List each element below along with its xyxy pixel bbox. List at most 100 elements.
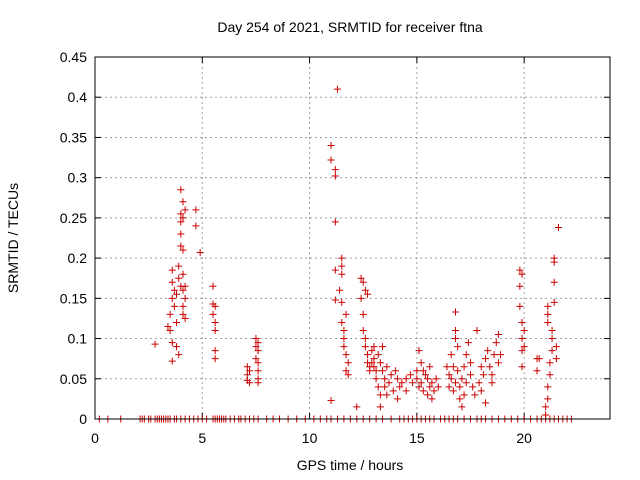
data-point bbox=[546, 371, 554, 379]
data-point bbox=[376, 359, 384, 367]
data-point bbox=[370, 355, 378, 363]
data-point bbox=[359, 327, 367, 335]
data-point bbox=[413, 375, 421, 383]
data-point bbox=[445, 371, 453, 379]
data-point bbox=[552, 343, 560, 351]
data-point bbox=[402, 375, 410, 383]
data-point bbox=[368, 359, 376, 367]
data-point bbox=[544, 395, 552, 403]
data-point bbox=[327, 156, 335, 164]
data-point bbox=[181, 294, 189, 302]
data-point bbox=[327, 141, 335, 149]
data-point bbox=[391, 367, 399, 375]
data-point bbox=[181, 314, 189, 322]
y-tick-label: 0.3 bbox=[68, 170, 88, 186]
data-point bbox=[173, 318, 181, 326]
data-point bbox=[550, 298, 558, 306]
data-point bbox=[252, 355, 260, 363]
data-point bbox=[359, 310, 367, 318]
data-point bbox=[372, 375, 380, 383]
data-point bbox=[421, 371, 429, 379]
data-point bbox=[344, 359, 352, 367]
data-point bbox=[479, 371, 487, 379]
grid-lines bbox=[95, 57, 610, 419]
data-point bbox=[447, 375, 455, 383]
data-point bbox=[179, 270, 187, 278]
data-point bbox=[338, 298, 346, 306]
data-point bbox=[374, 351, 382, 359]
data-point bbox=[179, 246, 187, 254]
data-point bbox=[447, 351, 455, 359]
data-point bbox=[338, 270, 346, 278]
data-point bbox=[179, 198, 187, 206]
data-point bbox=[340, 343, 348, 351]
y-axis-label: SRMTID / TECUs bbox=[5, 183, 21, 293]
data-point bbox=[192, 222, 200, 230]
y-tick-label: 0.2 bbox=[68, 250, 88, 266]
data-point bbox=[417, 359, 425, 367]
data-point bbox=[406, 371, 414, 379]
data-point bbox=[482, 399, 490, 407]
data-point bbox=[546, 359, 554, 367]
data-point bbox=[336, 286, 344, 294]
y-tick-label: 0.15 bbox=[60, 290, 87, 306]
data-point bbox=[544, 302, 552, 310]
data-point bbox=[533, 367, 541, 375]
data-point bbox=[417, 379, 425, 387]
data-point bbox=[331, 296, 339, 304]
y-tick-label: 0.05 bbox=[60, 371, 87, 387]
data-point bbox=[452, 308, 459, 316]
data-point bbox=[383, 391, 391, 399]
data-point bbox=[467, 359, 475, 367]
x-tick-label: 20 bbox=[516, 430, 532, 446]
data-point bbox=[542, 411, 550, 419]
data-point bbox=[370, 343, 378, 351]
data-point bbox=[168, 339, 176, 347]
axis-ticks bbox=[94, 56, 610, 420]
data-point bbox=[357, 274, 365, 282]
data-point bbox=[518, 363, 526, 371]
data-point bbox=[151, 340, 159, 348]
data-point bbox=[211, 318, 219, 326]
data-point bbox=[379, 367, 387, 375]
data-point bbox=[168, 294, 176, 302]
data-point bbox=[381, 375, 389, 383]
data-point bbox=[402, 387, 410, 395]
data-point bbox=[434, 383, 442, 391]
data-point bbox=[456, 383, 464, 391]
data-point bbox=[488, 371, 496, 379]
data-point bbox=[462, 379, 470, 387]
data-point bbox=[370, 363, 378, 371]
data-point bbox=[544, 310, 552, 318]
y-tick-label: 0.1 bbox=[68, 331, 88, 347]
data-point bbox=[419, 367, 427, 375]
data-point bbox=[473, 327, 481, 335]
y-tick-label: 0.25 bbox=[60, 210, 87, 226]
data-point bbox=[492, 339, 500, 347]
data-point bbox=[477, 363, 485, 371]
x-tick-label: 15 bbox=[409, 430, 425, 446]
data-point bbox=[177, 210, 185, 218]
data-point bbox=[177, 242, 185, 250]
data-point bbox=[467, 371, 475, 379]
y-tick-label: 0.45 bbox=[60, 49, 87, 65]
data-point bbox=[428, 379, 436, 387]
data-point bbox=[246, 367, 253, 375]
data-point bbox=[209, 310, 217, 318]
data-point bbox=[211, 347, 219, 355]
x-tick-label: 10 bbox=[302, 430, 318, 446]
data-point bbox=[518, 335, 526, 343]
chart-title: Day 254 of 2021, SRMTID for receiver ftn… bbox=[217, 19, 483, 35]
data-point bbox=[338, 262, 346, 270]
data-point bbox=[170, 286, 178, 294]
data-point bbox=[211, 355, 219, 363]
data-point bbox=[254, 339, 262, 347]
data-point bbox=[458, 403, 466, 411]
data-point bbox=[252, 343, 260, 351]
data-point bbox=[516, 302, 524, 310]
data-point bbox=[338, 254, 346, 262]
data-point bbox=[209, 282, 217, 290]
data-point bbox=[548, 335, 556, 343]
data-point bbox=[452, 379, 459, 387]
data-point bbox=[254, 347, 262, 355]
